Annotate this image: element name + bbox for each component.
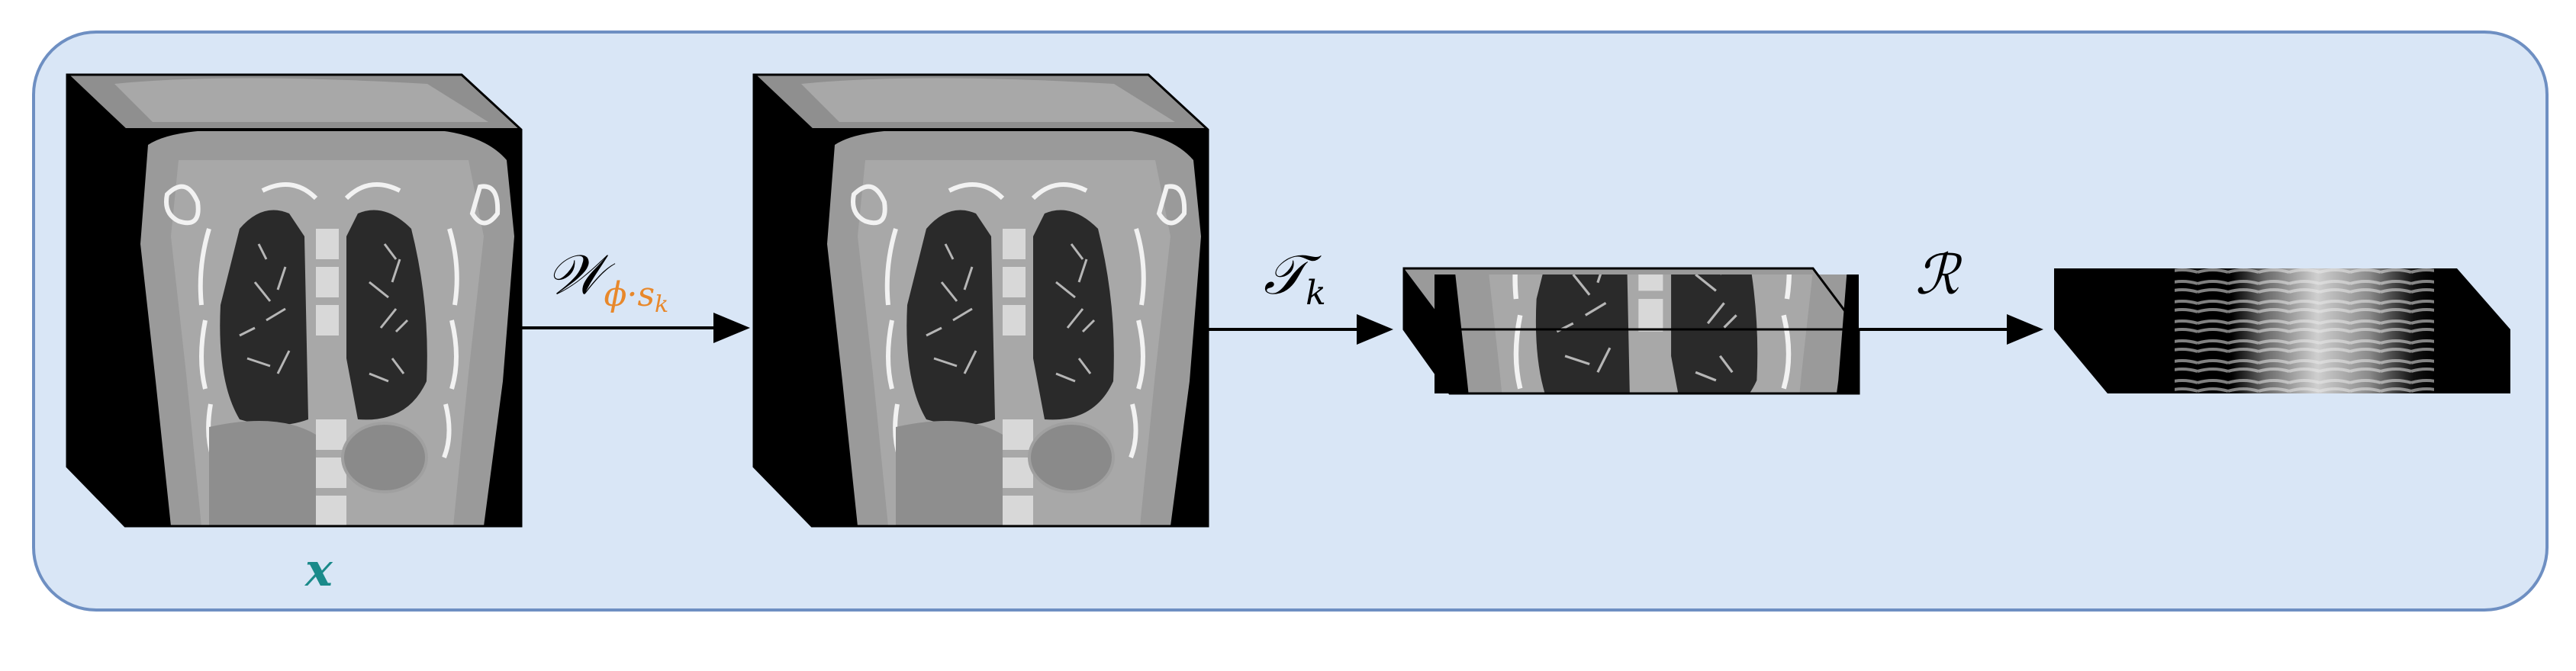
ct-slice-front [125, 130, 522, 526]
transform-label-subscript: k [1306, 274, 1326, 313]
cube-side-face [67, 75, 125, 526]
warp-label-subscript: ϕ·s [604, 275, 655, 314]
cube-side-face [754, 75, 812, 526]
ct-slice-front [812, 130, 1209, 526]
projection-label: ℛ [1915, 242, 1963, 307]
slab-front-face [1435, 111, 1859, 535]
input-ct-volume [66, 73, 523, 528]
warp-label-subscript-k: k [655, 291, 668, 318]
transform-label: 𝒯k [1264, 242, 1326, 313]
input-volume-label: x [304, 544, 333, 597]
warp-label: 𝒲ϕ·sk [546, 242, 668, 318]
transformed-slab [1402, 111, 1860, 535]
warped-ct-volume [752, 73, 1209, 528]
projection-output [2054, 268, 2510, 393]
projection-stripes [2175, 268, 2434, 393]
